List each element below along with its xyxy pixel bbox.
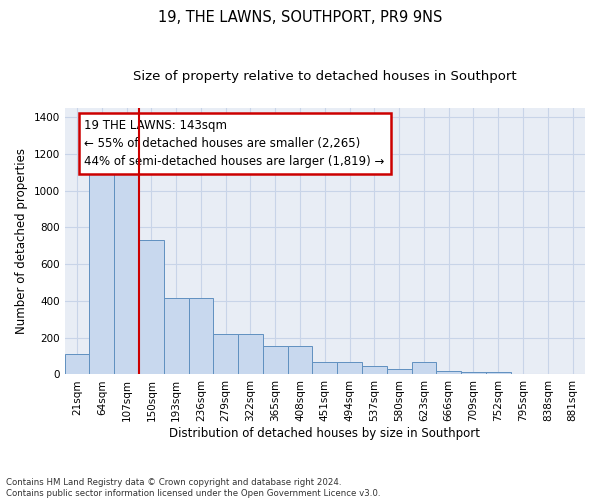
Bar (486, 372, 511, 374)
Bar (263, 346, 287, 374)
Bar (337, 362, 362, 374)
Bar (214, 334, 238, 374)
Bar (387, 369, 412, 374)
Bar (114, 163, 139, 374)
Bar (461, 372, 486, 374)
Text: Contains HM Land Registry data © Crown copyright and database right 2024.
Contai: Contains HM Land Registry data © Crown c… (6, 478, 380, 498)
Bar (313, 362, 337, 374)
Bar (139, 240, 164, 374)
Bar (164, 298, 188, 374)
Bar (362, 366, 387, 374)
Bar (287, 346, 313, 374)
Bar (65, 354, 89, 374)
Bar (89, 162, 114, 374)
Text: 19, THE LAWNS, SOUTHPORT, PR9 9NS: 19, THE LAWNS, SOUTHPORT, PR9 9NS (158, 10, 442, 25)
Bar (238, 334, 263, 374)
Title: Size of property relative to detached houses in Southport: Size of property relative to detached ho… (133, 70, 517, 83)
Bar (188, 298, 214, 374)
X-axis label: Distribution of detached houses by size in Southport: Distribution of detached houses by size … (169, 427, 481, 440)
Bar (436, 371, 461, 374)
Text: 19 THE LAWNS: 143sqm
← 55% of detached houses are smaller (2,265)
44% of semi-de: 19 THE LAWNS: 143sqm ← 55% of detached h… (85, 119, 385, 168)
Bar (412, 362, 436, 374)
Y-axis label: Number of detached properties: Number of detached properties (15, 148, 28, 334)
